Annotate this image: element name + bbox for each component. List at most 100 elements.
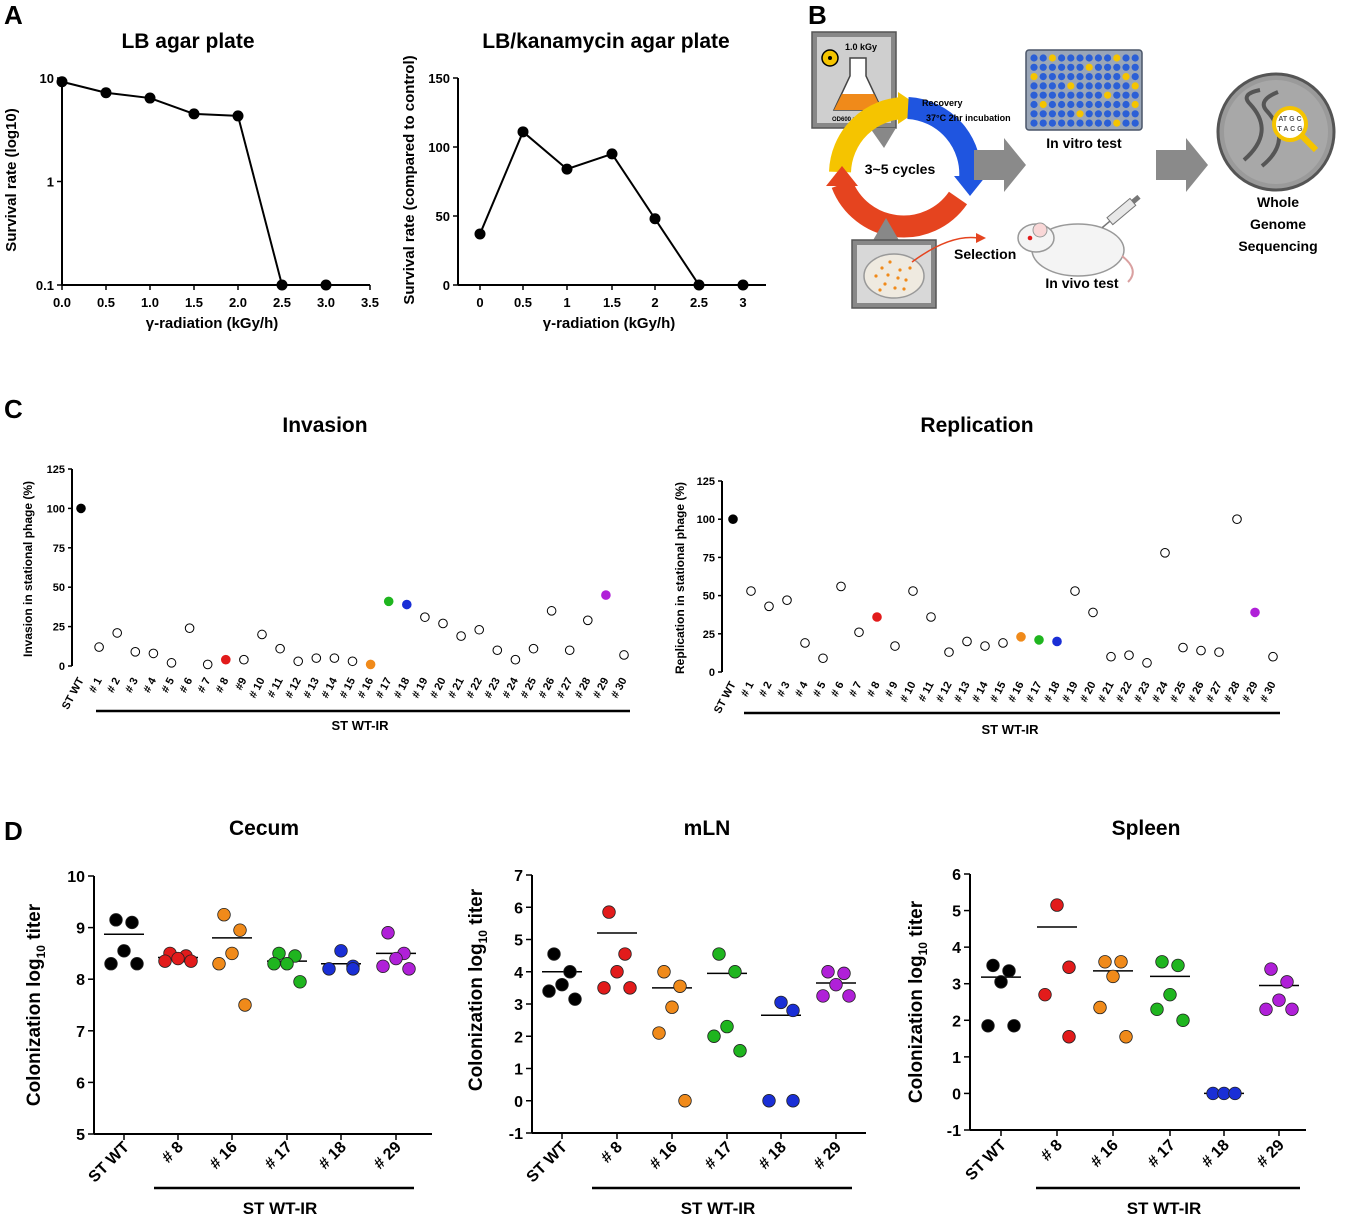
x-tick-label: # 27 xyxy=(1204,680,1225,705)
well xyxy=(1039,54,1047,62)
well xyxy=(1113,63,1121,71)
data-point xyxy=(926,612,936,622)
data-point xyxy=(293,975,307,989)
data-point xyxy=(1114,955,1128,969)
chart-title: Replication xyxy=(920,414,1033,437)
x-tick-label: # 16 xyxy=(1088,1137,1122,1171)
group-label: ST WT-IR xyxy=(981,722,1039,737)
x-tick-label: 2.5 xyxy=(690,295,708,310)
well xyxy=(1094,110,1102,118)
data-point xyxy=(130,957,144,971)
data-point xyxy=(728,965,742,979)
y-tick-label: 75 xyxy=(53,543,65,555)
data-point xyxy=(1052,636,1062,647)
data-point xyxy=(517,126,529,138)
data-point xyxy=(542,984,556,998)
well xyxy=(1085,82,1093,90)
data-point xyxy=(381,926,395,940)
well xyxy=(1085,110,1093,118)
y-tick-label: 0 xyxy=(514,1094,523,1111)
x-tick-label: # 9 xyxy=(883,680,901,699)
y-tick-label: 5 xyxy=(76,1127,85,1144)
data-point xyxy=(329,653,340,663)
y-axis-label: Colonization log10 titer xyxy=(906,900,930,1103)
well xyxy=(1067,110,1075,118)
data-point xyxy=(1280,975,1294,989)
data-point xyxy=(1106,969,1120,984)
x-tick-label: # 11 xyxy=(265,676,285,700)
data-point xyxy=(383,596,394,607)
data-point xyxy=(652,1026,666,1040)
data-point xyxy=(1070,586,1080,596)
dna-letters-1: AT G C xyxy=(1278,116,1301,123)
well xyxy=(1131,63,1139,71)
chart-lb-kanamycin: LB/kanamycin agar plate 0 0.5 1 1.5 2 2.5 3 0 50… xyxy=(401,30,766,332)
data-point xyxy=(782,595,792,605)
in-vitro-label: In vitro test xyxy=(1046,135,1122,151)
data-point xyxy=(94,642,104,652)
y-axis-label: Replication in stational phage (%) xyxy=(673,482,687,674)
well xyxy=(1113,119,1121,127)
data-point xyxy=(184,954,198,968)
data-point xyxy=(171,951,185,966)
data-point xyxy=(962,636,972,647)
data-point xyxy=(1034,635,1044,645)
cycle-arrow-red xyxy=(831,179,968,238)
data-point xyxy=(166,658,177,668)
od-label: OD600 = 0.5 xyxy=(832,117,867,123)
data-point xyxy=(365,659,376,670)
well xyxy=(1113,91,1121,99)
y-tick-label: 6 xyxy=(514,900,523,917)
data-point xyxy=(148,648,159,659)
data-point xyxy=(112,628,122,638)
well xyxy=(1104,73,1112,81)
y-tick-label: 7 xyxy=(76,1024,85,1041)
well xyxy=(1067,82,1075,90)
data-point xyxy=(561,163,573,175)
x-tick-label: # 22 xyxy=(1114,680,1135,705)
dna-strand-2 xyxy=(1260,90,1282,168)
well xyxy=(1030,91,1038,99)
data-point xyxy=(510,654,521,665)
x-tick-label: ST WT xyxy=(712,680,739,716)
x-tick-label: # 29 xyxy=(1254,1137,1288,1171)
well xyxy=(1076,73,1084,81)
data-point xyxy=(158,954,172,968)
data-point xyxy=(1106,651,1116,662)
y-tick-label: 2 xyxy=(514,1029,523,1046)
data-point xyxy=(720,1019,734,1034)
y-tick-label: 0 xyxy=(59,661,65,673)
x-tick-label: # 16 xyxy=(356,676,377,701)
x-tick-label: # 12 xyxy=(283,676,304,701)
well xyxy=(1104,119,1112,127)
x-tick-label: 3.0 xyxy=(317,295,335,310)
x-tick-label: 2.5 xyxy=(273,295,291,310)
x-tick-label: # 13 xyxy=(952,680,973,705)
well xyxy=(1076,100,1084,109)
well xyxy=(1122,82,1130,90)
data-point xyxy=(311,653,322,663)
data-point xyxy=(1178,642,1188,653)
x-tick-label: 3.5 xyxy=(361,295,379,310)
well xyxy=(1122,100,1130,109)
well xyxy=(1085,91,1093,99)
y-tick-label: 100 xyxy=(428,140,450,155)
x-tick-label: 0.0 xyxy=(53,295,71,310)
x-tick-label: # 29 xyxy=(811,1139,845,1173)
x-tick-label: # 5 xyxy=(811,680,829,699)
data-point xyxy=(816,989,830,1003)
y-tick-label: 50 xyxy=(703,591,715,603)
x-tick-label: # 30 xyxy=(1258,680,1279,705)
x-tick-label: 1.5 xyxy=(603,295,621,310)
well xyxy=(1048,100,1056,109)
data-point xyxy=(376,959,390,974)
data-point xyxy=(293,656,304,667)
mouse-tail xyxy=(1121,255,1134,283)
well xyxy=(1076,110,1084,118)
data-point xyxy=(239,654,249,665)
well xyxy=(1067,100,1075,109)
well xyxy=(1048,110,1056,118)
colony-dots xyxy=(874,260,912,292)
x-tick-label: # 15 xyxy=(988,680,1009,705)
